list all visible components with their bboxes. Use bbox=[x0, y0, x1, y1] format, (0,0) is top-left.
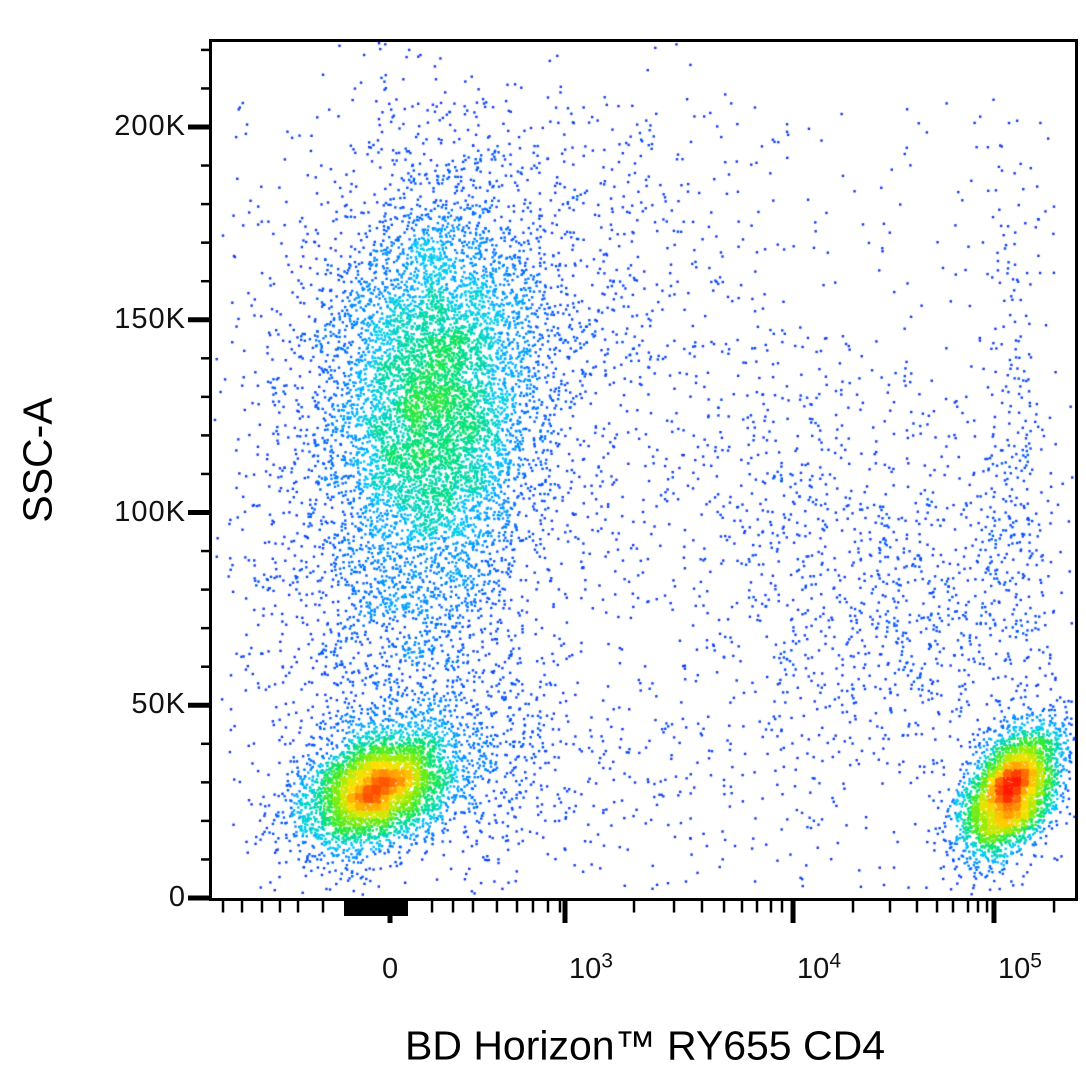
scatter-density-canvas bbox=[212, 42, 1076, 898]
plot-frame bbox=[209, 39, 1078, 901]
zero-region-tick-cluster bbox=[344, 901, 408, 916]
x-axis-title: BD Horizon™ RY655 CD4 bbox=[404, 1022, 886, 1069]
y-axis-title: SSC-A bbox=[14, 397, 61, 523]
